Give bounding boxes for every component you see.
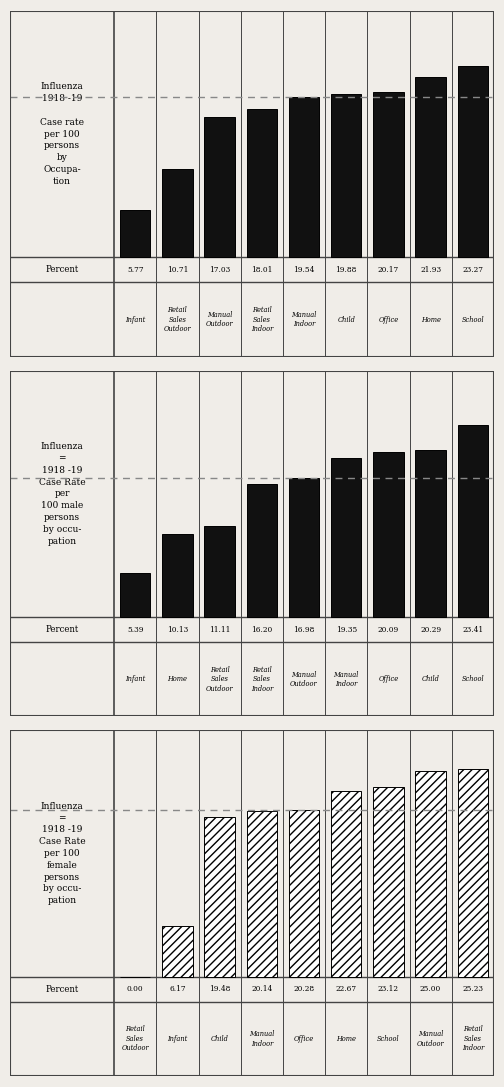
Text: 11.11: 11.11	[209, 626, 230, 634]
Bar	[415, 77, 446, 258]
Text: 19.35: 19.35	[336, 626, 357, 634]
Text: Office: Office	[294, 1035, 314, 1042]
Text: 21.93: 21.93	[420, 266, 441, 274]
Bar	[331, 790, 361, 977]
Text: Percent: Percent	[45, 625, 79, 634]
Text: 20.14: 20.14	[251, 985, 273, 994]
Bar	[331, 95, 361, 258]
Text: 10.13: 10.13	[167, 626, 188, 634]
Text: Home: Home	[421, 315, 440, 324]
Text: Manual
Outdoor: Manual Outdoor	[417, 1030, 445, 1048]
Bar	[120, 210, 150, 258]
Text: 20.28: 20.28	[293, 985, 314, 994]
Bar	[289, 810, 319, 977]
Text: Child: Child	[422, 675, 439, 684]
Text: Manual
Outdoor: Manual Outdoor	[206, 311, 233, 328]
Text: 6.17: 6.17	[169, 985, 185, 994]
Text: Infant: Infant	[125, 315, 145, 324]
Text: 22.67: 22.67	[336, 985, 357, 994]
Text: 19.88: 19.88	[336, 266, 357, 274]
Text: School: School	[462, 675, 484, 684]
Bar	[246, 811, 277, 977]
Bar	[162, 926, 193, 977]
Text: Retail
Sales
Indoor: Retail Sales Indoor	[250, 665, 273, 692]
Text: 5.77: 5.77	[127, 266, 144, 274]
Text: School: School	[377, 1035, 400, 1042]
Text: Manual
Indoor: Manual Indoor	[249, 1030, 275, 1048]
Text: Home: Home	[336, 1035, 356, 1042]
Text: Manual
Outdoor: Manual Outdoor	[290, 671, 318, 688]
Bar	[205, 816, 235, 977]
Text: Percent: Percent	[45, 265, 79, 274]
Text: Retail
Sales
Outdoor: Retail Sales Outdoor	[164, 307, 191, 333]
Text: Influenza
1918 -19

Case rate
per 100
persons
by
Occupa-
tion: Influenza 1918 -19 Case rate per 100 per…	[40, 83, 84, 186]
Text: 16.20: 16.20	[251, 626, 273, 634]
Bar	[373, 787, 404, 977]
Text: Retail
Sales
Outdoor: Retail Sales Outdoor	[206, 665, 233, 692]
Text: Child: Child	[211, 1035, 228, 1042]
Text: Percent: Percent	[45, 985, 79, 994]
Bar	[373, 452, 404, 617]
Text: Retail
Sales
Indoor: Retail Sales Indoor	[462, 1025, 484, 1052]
Text: Infant: Infant	[125, 675, 145, 684]
Bar	[246, 110, 277, 258]
Text: 23.12: 23.12	[378, 985, 399, 994]
Text: Influenza
=
1918 -19
Case Rate
per
100 male
persons
by occu-
pation: Influenza = 1918 -19 Case Rate per 100 m…	[39, 442, 85, 546]
Text: Manual
Indoor: Manual Indoor	[291, 311, 317, 328]
Text: 25.23: 25.23	[462, 985, 483, 994]
Text: 5.39: 5.39	[127, 626, 144, 634]
Text: Infant: Infant	[167, 1035, 187, 1042]
Text: 16.98: 16.98	[293, 626, 314, 634]
Text: 10.71: 10.71	[167, 266, 188, 274]
Text: 19.48: 19.48	[209, 985, 230, 994]
Text: Office: Office	[379, 675, 399, 684]
Text: Influenza
=
1918 -19
Case Rate
per 100
female
persons
by occu-
pation: Influenza = 1918 -19 Case Rate per 100 f…	[39, 802, 85, 905]
Text: Retail
Sales
Outdoor: Retail Sales Outdoor	[121, 1025, 149, 1052]
Text: 23.27: 23.27	[462, 266, 483, 274]
Text: 19.54: 19.54	[293, 266, 314, 274]
Bar	[289, 477, 319, 617]
Bar	[246, 484, 277, 617]
Text: Retail
Sales
Indoor: Retail Sales Indoor	[250, 307, 273, 333]
Bar	[120, 573, 150, 617]
Bar	[415, 450, 446, 617]
Bar	[331, 458, 361, 617]
Bar	[458, 770, 488, 977]
Bar	[373, 91, 404, 258]
Text: 18.01: 18.01	[251, 266, 273, 274]
Bar	[162, 534, 193, 617]
Bar	[205, 526, 235, 617]
Bar	[289, 97, 319, 258]
Text: 20.17: 20.17	[378, 266, 399, 274]
Text: 0.00: 0.00	[127, 985, 144, 994]
Text: Home: Home	[167, 675, 187, 684]
Text: 25.00: 25.00	[420, 985, 441, 994]
Bar	[458, 66, 488, 258]
Bar	[415, 772, 446, 977]
Text: 17.03: 17.03	[209, 266, 230, 274]
Text: Manual
Indoor: Manual Indoor	[334, 671, 359, 688]
Text: 20.09: 20.09	[378, 626, 399, 634]
Bar	[205, 117, 235, 258]
Bar	[162, 170, 193, 258]
Text: Child: Child	[337, 315, 355, 324]
Text: 20.29: 20.29	[420, 626, 441, 634]
Text: School: School	[462, 315, 484, 324]
Bar	[458, 425, 488, 617]
Text: Office: Office	[379, 315, 399, 324]
Text: 23.41: 23.41	[462, 626, 483, 634]
